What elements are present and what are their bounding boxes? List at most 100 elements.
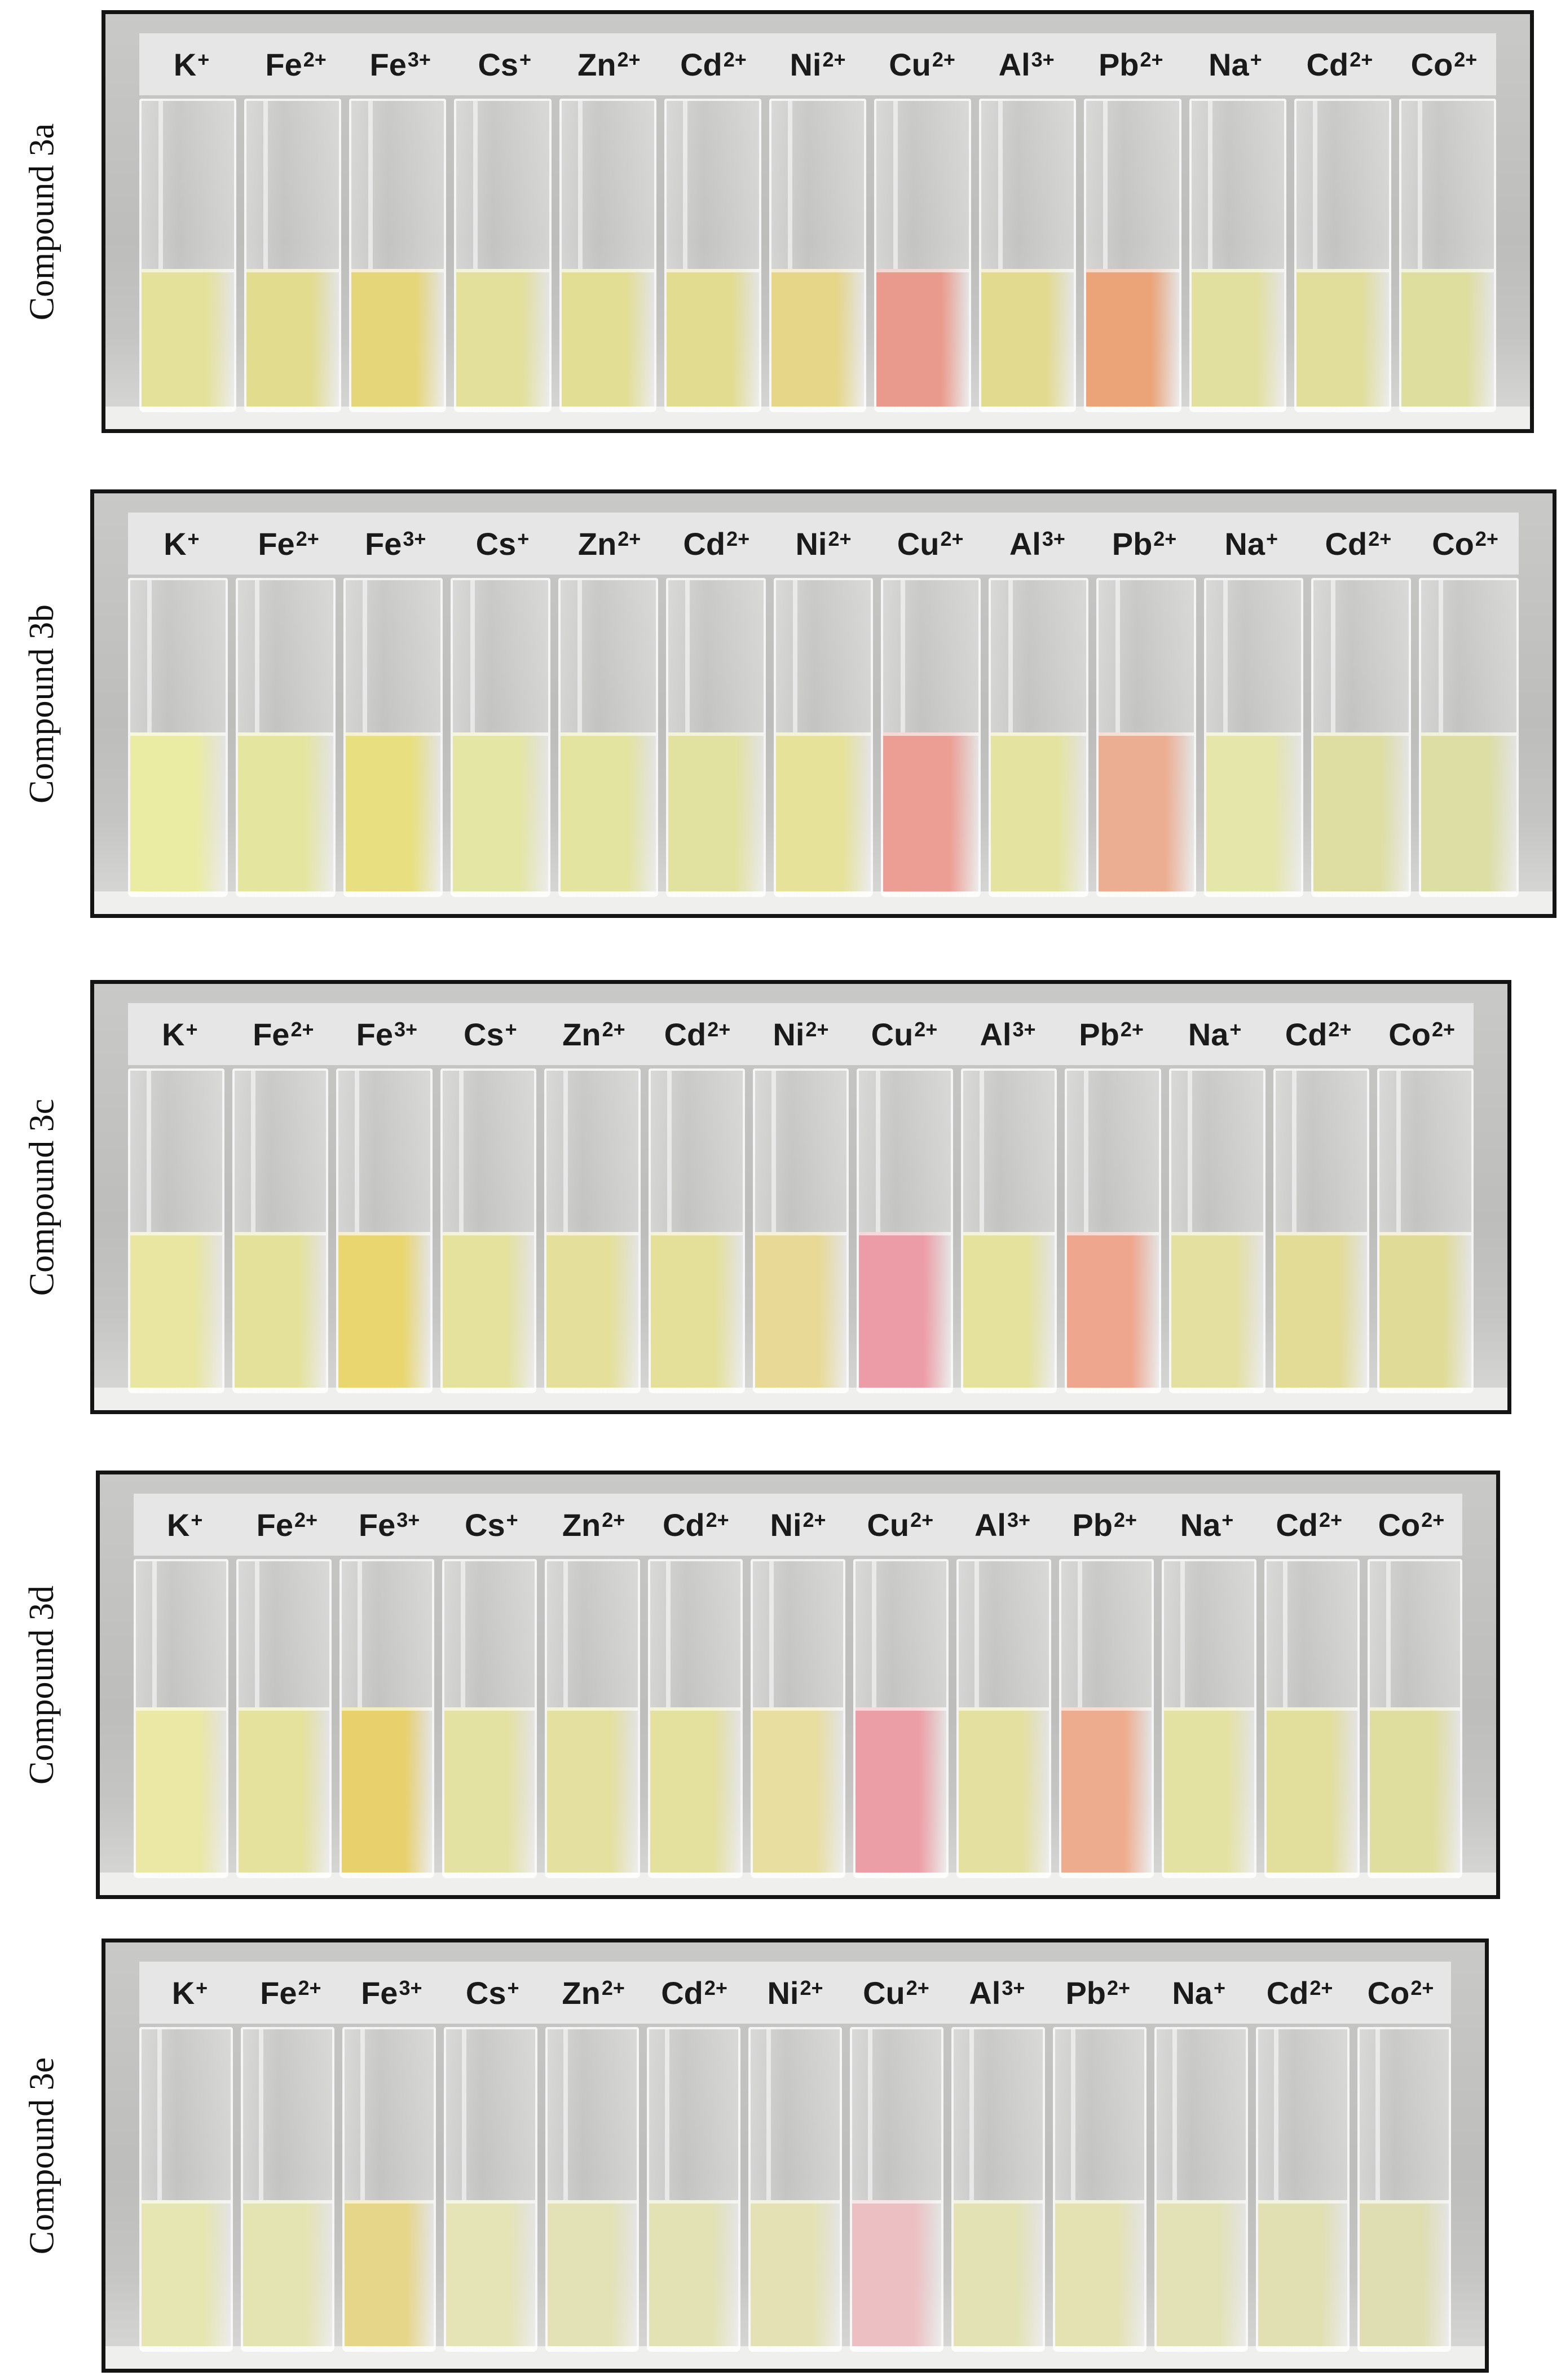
cuvette bbox=[440, 1068, 537, 1393]
solution bbox=[1171, 1232, 1263, 1388]
solution bbox=[650, 1707, 740, 1873]
cuvette bbox=[956, 1559, 1051, 1878]
ion-symbol: Fe bbox=[260, 1975, 297, 2011]
ion-charge: + bbox=[507, 1976, 519, 1999]
compound-label-text: Compound 3a bbox=[23, 123, 61, 320]
ion-label: Cd 2+ bbox=[645, 1494, 747, 1556]
compound-label: Compound 3d bbox=[0, 1471, 85, 1899]
ion-charge: 2+ bbox=[1328, 1018, 1352, 1041]
ion-symbol: Zn bbox=[577, 46, 616, 82]
cuvette bbox=[1419, 578, 1519, 897]
ion-symbol: Cu bbox=[871, 1016, 914, 1052]
ion-charge: + bbox=[186, 1018, 198, 1041]
ion-label: Fe 2+ bbox=[244, 33, 348, 95]
ion-charge: + bbox=[1266, 527, 1278, 550]
cuvette bbox=[881, 578, 981, 897]
solution bbox=[561, 732, 656, 891]
solution bbox=[341, 1707, 432, 1873]
ion-symbol: Cd bbox=[1266, 1975, 1309, 2011]
ion-label: Cu 2+ bbox=[849, 1494, 951, 1556]
solution bbox=[1191, 268, 1284, 407]
ion-label: Cu 2+ bbox=[870, 33, 974, 95]
cuvette bbox=[128, 1068, 224, 1393]
cuvette bbox=[134, 1559, 229, 1878]
ion-charge: 2+ bbox=[1410, 1976, 1434, 1999]
ion-symbol: Fe bbox=[358, 1507, 396, 1543]
ion-symbol: Fe bbox=[265, 46, 302, 82]
ion-label: Al 3+ bbox=[951, 1494, 1053, 1556]
cuvette bbox=[750, 1559, 846, 1878]
ion-label: Na + bbox=[1156, 1494, 1258, 1556]
ion-symbol: Cs bbox=[478, 46, 519, 82]
cuvette bbox=[454, 99, 552, 412]
solution bbox=[246, 268, 339, 407]
ion-label: Fe 3+ bbox=[342, 513, 449, 575]
ion-charge: 3+ bbox=[396, 1508, 420, 1531]
ion-symbol: Ni bbox=[795, 526, 827, 562]
ion-label: K + bbox=[139, 33, 244, 95]
ion-charge: 2+ bbox=[800, 1976, 823, 1999]
cuvette bbox=[647, 1559, 743, 1878]
cuvette bbox=[442, 1559, 537, 1878]
compound-label: Compound 3c bbox=[0, 980, 85, 1414]
cuvette-photo: K + Fe 2+ Fe 3+ Cs + Zn 2+ Cd 2+ Ni 2+ Cu 2+ Al 3+ Pb 2+ Na +… bbox=[96, 1471, 1500, 1899]
ion-charge: 2+ bbox=[1309, 1976, 1333, 1999]
ion-charge: 2+ bbox=[1107, 1976, 1131, 1999]
ion-symbol: Cu bbox=[889, 46, 931, 82]
ion-charge: 2+ bbox=[294, 1508, 318, 1531]
ion-symbol: Fe bbox=[361, 1975, 398, 2011]
cuvette bbox=[342, 2027, 436, 2352]
ion-charge: 2+ bbox=[1140, 48, 1163, 71]
ion-symbol: K bbox=[166, 1507, 190, 1543]
ion-symbol: Cs bbox=[464, 1016, 504, 1052]
cuvette bbox=[1264, 1559, 1360, 1878]
cuvette bbox=[559, 99, 656, 412]
solution bbox=[755, 1232, 847, 1388]
ion-symbol: Cu bbox=[863, 1975, 905, 2011]
cuvette-row bbox=[128, 578, 1519, 897]
ion-charge: 2+ bbox=[910, 1508, 934, 1531]
cuvette-photo: K + Fe 2+ Fe 3+ Cs + Zn 2+ Cd 2+ Ni 2+ Cu 2+ Al 3+ Pb 2+ Na +… bbox=[90, 980, 1511, 1414]
ion-symbol: Co bbox=[1367, 1975, 1410, 2011]
ion-label: Na + bbox=[1148, 1962, 1249, 2024]
cuvette bbox=[558, 578, 658, 897]
ion-charge: 2+ bbox=[290, 1018, 314, 1041]
ion-symbol: Na bbox=[1180, 1507, 1221, 1543]
ion-charge: 2+ bbox=[601, 1976, 625, 1999]
solution bbox=[1369, 1707, 1461, 1873]
ion-label: Ni 2+ bbox=[765, 33, 870, 95]
ion-charge: 2+ bbox=[1421, 1508, 1445, 1531]
ion-symbol: Co bbox=[1378, 1507, 1421, 1543]
solution bbox=[958, 1707, 1049, 1873]
ion-charge: + bbox=[506, 1508, 518, 1531]
solution bbox=[234, 1232, 327, 1388]
cuvette bbox=[1357, 2027, 1451, 2352]
ion-symbol: Cd bbox=[683, 526, 726, 562]
solution bbox=[1296, 268, 1389, 407]
cuvette bbox=[979, 99, 1077, 412]
ion-symbol: Ni bbox=[773, 1016, 805, 1052]
ion-charge: + bbox=[505, 1018, 517, 1041]
panel-3: Compound 3c K + Fe 2+ Fe 3+ Cs + Zn 2+ Cd 2+ Ni 2+ Cu 2+… bbox=[0, 980, 1561, 1414]
ion-symbol: Cu bbox=[867, 1507, 910, 1543]
compound-label: Compound 3a bbox=[0, 10, 85, 433]
solution bbox=[1206, 732, 1302, 891]
solution bbox=[136, 1707, 227, 1873]
cuvette bbox=[336, 1068, 433, 1393]
compound-label-text: Compound 3b bbox=[23, 604, 61, 803]
ion-label: Cd 2+ bbox=[1258, 1494, 1360, 1556]
solution bbox=[859, 1232, 951, 1388]
ion-label: Zn 2+ bbox=[542, 1003, 646, 1065]
ion-symbol: Cd bbox=[1325, 526, 1368, 562]
solution bbox=[456, 268, 549, 407]
solution bbox=[548, 2200, 637, 2346]
ion-charge: 2+ bbox=[914, 1018, 938, 1041]
ion-label: Fe 3+ bbox=[335, 1003, 439, 1065]
solution bbox=[666, 268, 759, 407]
cuvette bbox=[544, 1068, 641, 1393]
solution bbox=[775, 732, 871, 891]
cuvette bbox=[236, 1559, 332, 1878]
cuvette bbox=[857, 1068, 953, 1393]
cuvette bbox=[1189, 99, 1286, 412]
cuvette bbox=[647, 2027, 740, 2352]
